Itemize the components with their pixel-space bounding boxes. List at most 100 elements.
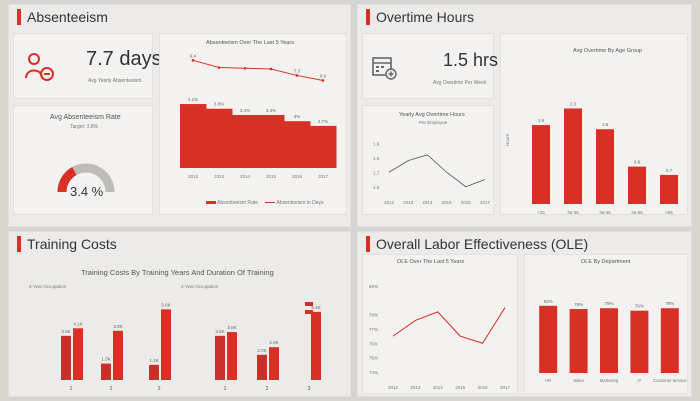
overtime-age-chart: Hours 1.9 <25 2.3 25-35 1.8 36-45 0.9 46-55 0.7 >5… (505, 101, 678, 215)
absenteeism-x-tick: 2014 (240, 174, 251, 179)
ole-trend-card: OLE Over The Last 5 Years 80% 78% 77% 76% 75… (362, 254, 518, 394)
ole-dept-bar (569, 309, 588, 373)
training-x-tick: 2 (110, 386, 113, 392)
training-costs-chart: 3.5K4.1K11.3K3.9K21.2K5.6K33.5K3.8K12.0K… (61, 302, 321, 392)
absenteeism-rate-value: 3.4 % (70, 184, 104, 199)
ole-dept-x-tick: Customer Service (653, 378, 687, 383)
absenteeism-legend: Absenteeism Rate Absenteeism in Days (206, 200, 323, 206)
absenteeism-x-tick: 2013 (214, 174, 225, 179)
overtime-age-title: Avg Overtime By Age Group (573, 48, 642, 54)
overtime-y-tick: 1.9 (373, 141, 380, 146)
ole-y-tick: 78% (369, 313, 378, 318)
ole-x-tick: 2013 (410, 385, 421, 390)
training-cost-bar (311, 311, 321, 380)
gauge-fill (57, 167, 77, 193)
overtime-age-label: 0.9 (634, 160, 641, 165)
training-cost-bar (215, 335, 225, 380)
ole-dept-bar (600, 308, 618, 373)
absenteeism-x-tick: 2012 (188, 174, 199, 179)
legend-bar-swatch (206, 201, 216, 205)
absenteeism-trend-chart: 4.1% 2012 3.8% 2013 3.4% 2014 3.4% 2015 3% 2016 2.… (180, 53, 337, 179)
ole-dept-x-tick: HR (545, 378, 551, 383)
absenteeism-x-tick: 2017 (318, 174, 329, 179)
overtime-age-label: 1.8 (602, 122, 609, 127)
calendar-plus-icon (372, 57, 397, 80)
training-cost-label: 5.6K (161, 302, 170, 307)
ole-dept-bar (630, 310, 649, 373)
absenteeism-rate-bar (232, 114, 259, 168)
overtime-age-bar (660, 174, 678, 204)
absenteeism-days-point (217, 66, 221, 69)
overtime-age-x-tick: >55 (665, 210, 673, 215)
overtime-y-tick: 1.6 (373, 185, 380, 190)
absenteeism-rate-card: Avg Absenteeism Rate Target: 3.8% 3.4 % (13, 105, 153, 215)
training-cost-label: 4.1K (73, 321, 82, 326)
training-title: Training Costs (17, 236, 117, 252)
legend-line-swatch (265, 202, 276, 204)
absenteeism-x-tick: 2016 (292, 174, 303, 179)
absenteeism-days-point (321, 79, 325, 82)
overtime-x-tick: 2015 (442, 200, 453, 205)
absenteeism-rate-bar (284, 121, 311, 168)
overtime-y-tick: 1.7 (373, 170, 380, 175)
ole-dept-bar (539, 305, 558, 373)
overtime-trend-chart: 1.9 1.8 1.7 1.6 2012 2013 2014 2015 2016 2017 (373, 141, 491, 205)
ole-x-tick: 2014 (433, 385, 444, 390)
training-cost-bar (101, 363, 111, 380)
ole-dept-label: 78% (574, 302, 583, 307)
training-cost-label: 3.9K (113, 324, 122, 329)
training-sub-left: 3-Year Occupation (29, 284, 67, 289)
overtime-x-tick: 2012 (384, 200, 395, 205)
overtime-age-bar (596, 129, 614, 204)
absenteeism-rate-label: 3.4% (240, 108, 250, 113)
legend-line-label: Absenteeism in Days (276, 200, 324, 206)
ole-dept-bar (660, 308, 679, 373)
training-x-tick: 1 (70, 386, 73, 392)
ole-dept-label: 79% (604, 301, 613, 306)
absenteeism-days-value: 7.7 days (86, 48, 162, 70)
training-cost-label: 3.5K (61, 329, 70, 334)
ole-y-tick: 80% (369, 284, 378, 289)
training-cost-label: 1.3K (101, 357, 110, 362)
absenteeism-rate-target: Target: 3.8% (70, 124, 99, 130)
training-cost-bar (161, 309, 171, 380)
overtime-hours-card: 1.5 hrs Avg Overtime Per Week (362, 33, 498, 99)
absenteeism-days-point (295, 74, 299, 77)
person-icon (25, 53, 54, 81)
absenteeism-days-card: 7.7 days Avg Yearly Absenteeism (13, 33, 162, 99)
ole-dept-label: 79% (665, 301, 674, 306)
overtime-x-tick: 2013 (403, 200, 414, 205)
absenteeism-days-label: 6.6 (320, 73, 327, 78)
overtime-age-label: 1.9 (538, 118, 545, 123)
ole-x-tick: 2012 (388, 385, 399, 390)
absenteeism-panel: Absenteeism 7.7 days Avg Yearly Absentee… (8, 4, 351, 227)
training-cost-bar (269, 347, 279, 380)
ole-trend-line (392, 307, 506, 344)
ole-dept-x-tick: Sales (573, 378, 583, 383)
training-x-tick: 2 (266, 386, 269, 392)
overtime-panel: Overtime Hours 1.5 hrs Avg Overtime Per … (357, 4, 692, 227)
overtime-x-tick: 2016 (461, 200, 472, 205)
absenteeism-days-sub: Avg Yearly Absenteeism (88, 78, 142, 84)
training-x-tick: 1 (224, 386, 227, 392)
training-cost-bar (61, 335, 71, 380)
absenteeism-rate-label: 3.8% (214, 102, 224, 107)
overtime-age-ylabel: Hours (505, 133, 510, 146)
training-chart-title: Training Costs By Training Years And Dur… (81, 268, 274, 277)
absenteeism-gauge (57, 163, 115, 193)
ole-y-tick: 74% (369, 370, 378, 375)
absenteeism-rate-label: 3.4% (266, 108, 276, 113)
legend-bar-label: Absenteeism Rate (217, 200, 258, 206)
overtime-age-bar (532, 125, 550, 204)
training-cost-bar (149, 364, 159, 380)
ole-x-tick: 2015 (455, 385, 466, 390)
training-panel: Training Costs Training Costs By Trainin… (8, 231, 351, 397)
overtime-age-x-tick: 36-45 (599, 210, 611, 215)
overtime-age-bar (564, 108, 582, 204)
training-cost-bar (73, 328, 83, 380)
training-legend-swatch-a (305, 302, 313, 306)
training-cost-label: 3.8K (227, 325, 236, 330)
absenteeism-days-label: 9.4 (190, 53, 197, 58)
ole-trend-chart: 80% 78% 77% 76% 75% 74% 2012 2013 2014 2015 2016 20… (369, 284, 511, 390)
training-cost-label: 1.2K (149, 358, 158, 363)
